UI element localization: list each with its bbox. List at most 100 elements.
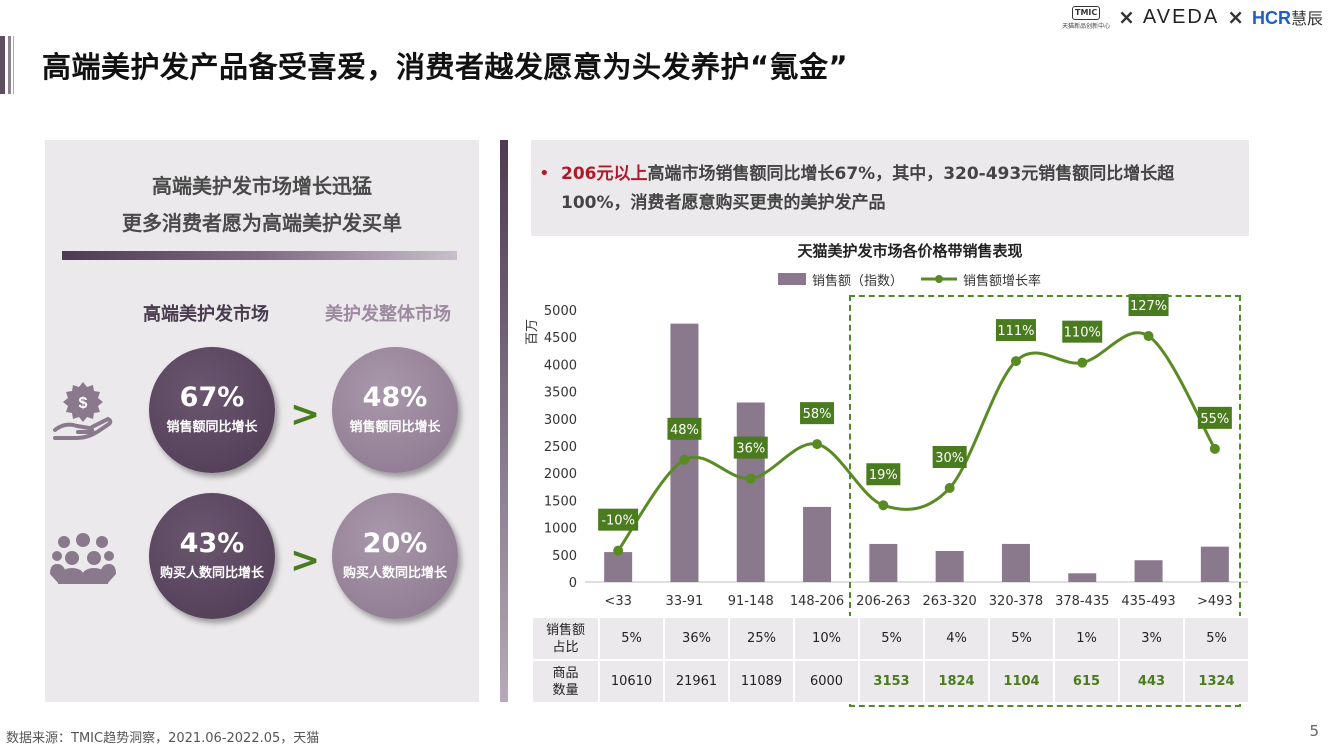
overall-sales-growth-label: 销售额同比增长	[349, 420, 441, 435]
growth-rate-line	[616, 331, 1217, 552]
growth-data-label: -10%	[601, 514, 635, 529]
growth-label-box	[1197, 406, 1232, 429]
page-title: 高端美护发产品备受喜爱，消费者越发愿意为头发养护“氪金”	[42, 50, 849, 84]
high-end-buyer-growth-label: 购买人数同比增长	[159, 566, 264, 581]
legend-bar-swatch	[778, 273, 806, 285]
table-cell: 11089	[728, 659, 795, 704]
table-cell: 36%	[663, 616, 730, 661]
high-end-sales-growth-circle: 67% 销售额同比增长	[149, 347, 275, 473]
growth-label-box	[932, 446, 967, 468]
table-cell: 5%	[858, 616, 925, 661]
tmic-logo: TMIC 天猫新品创新中心	[1062, 6, 1111, 30]
y-tick-label: 3000	[544, 413, 577, 428]
table-cell: 1%	[1053, 616, 1120, 661]
legend-line-swatch	[921, 275, 958, 283]
headline-line-1: 高端美护发市场增长迅猛	[152, 174, 372, 198]
greater-than-sign: >	[290, 394, 321, 435]
bar-91-148	[736, 402, 765, 582]
data-table: 销售额 占比 5% 36% 25% 10% 5% 4% 5% 1% 3% 5% 商…	[531, 616, 1250, 704]
x-tick-label: 435-493	[1121, 594, 1175, 609]
insight-highlight: 206元以上	[561, 164, 648, 184]
bar-206-263	[869, 543, 898, 582]
legend-bar-label: 销售额（指数）	[812, 273, 904, 289]
high-end-buyer-growth-value: 43%	[179, 528, 245, 559]
growth-point-206-263	[878, 500, 889, 511]
growth-data-label: 19%	[869, 468, 898, 483]
growth-label-box	[598, 508, 639, 531]
x-tick-label: 263-320	[922, 594, 976, 609]
headline-line-2: 更多消费者愿为高端美护发买单	[122, 211, 402, 235]
high-end-buyer-growth-circle: 43% 购买人数同比增长	[149, 493, 275, 619]
y-tick-label: 4500	[544, 331, 577, 346]
table-cell: 1104	[988, 659, 1055, 704]
bar-378-435	[1068, 573, 1097, 582]
y-tick-label: 4000	[544, 358, 577, 373]
growth-point-263-320	[944, 483, 955, 493]
table-cell: 443	[1118, 659, 1185, 704]
gradient-divider	[62, 251, 457, 260]
overall-market-label: 美护发整体市场	[325, 304, 451, 325]
overall-sales-growth-circle: 48% 销售额同比增长	[332, 347, 458, 473]
table-cell: 25%	[728, 616, 795, 661]
dollar-hand-icon: $	[53, 382, 113, 440]
partner-logos: TMIC 天猫新品创新中心 × AVEDA × HCR慧辰	[1062, 4, 1323, 30]
overall-buyer-growth-label: 购买人数同比增长	[342, 566, 447, 581]
x-tick-label: 33-91	[666, 594, 704, 609]
growth-point-435-493	[1143, 331, 1154, 342]
growth-label-box	[866, 463, 901, 486]
growth-label-box	[667, 417, 702, 440]
growth-point-148-206	[812, 439, 823, 450]
table-row-count: 商品 数量 10610 21961 11089 6000 3153 1824 11…	[531, 659, 1250, 704]
y-tick-label: 3500	[544, 386, 577, 401]
high-end-highlight-box	[849, 295, 1241, 707]
overall-buyer-growth-value: 20%	[362, 528, 428, 559]
times-icon: ×	[1227, 5, 1244, 29]
bar-320-378	[1001, 543, 1030, 582]
growth-point->493	[1209, 443, 1220, 454]
high-end-sales-growth-label: 销售额同比增长	[166, 420, 258, 435]
growth-data-label: 48%	[670, 423, 699, 438]
growth-point-<33	[613, 545, 624, 556]
y-axis-label: 百万	[525, 319, 540, 345]
bullet-icon: •	[539, 163, 550, 184]
growth-data-label: 30%	[935, 451, 964, 466]
panel-headline: 高端美护发市场增长迅猛 更多消费者愿为高端美护发买单	[45, 168, 479, 242]
growth-label-box	[1128, 294, 1169, 317]
data-source: 数据来源：TMIC趋势洞察，2021.06-2022.05，天猫	[6, 731, 320, 746]
greater-than-sign: >	[290, 540, 321, 581]
bar->493	[1200, 546, 1229, 582]
x-tick-label: <33	[604, 594, 631, 609]
y-tick-label: 2000	[544, 467, 577, 482]
y-tick-label: 0	[569, 576, 577, 591]
y-tick-label: 1500	[544, 494, 577, 509]
table-cell: 1824	[923, 659, 990, 704]
growth-data-label: 127%	[1130, 299, 1167, 314]
table-cell: 5%	[1183, 616, 1250, 661]
bar-435-493	[1134, 560, 1163, 582]
insight-text: 206元以上高端市场销售额同比增长67%，其中，320-493元销售额同比增长超…	[561, 160, 1241, 218]
chart-title: 天猫美护发市场各价格带销售表现	[797, 242, 1023, 260]
overall-buyer-growth-circle: 20% 购买人数同比增长	[332, 493, 458, 619]
table-cell: 615	[1053, 659, 1120, 704]
growth-label-box	[800, 402, 835, 425]
bar-148-206	[803, 506, 832, 582]
growth-point-91-148	[745, 473, 756, 484]
growth-data-label: 111%	[997, 324, 1034, 339]
y-tick-label: 5000	[544, 304, 577, 319]
x-tick-label: 148-206	[790, 594, 844, 609]
row-header-share: 销售额 占比	[531, 616, 600, 661]
page-number: 5	[1309, 722, 1319, 740]
x-tick-label: >493	[1197, 594, 1233, 609]
growth-data-label: 58%	[803, 407, 832, 422]
overall-sales-growth-value: 48%	[362, 382, 428, 413]
growth-point-378-435	[1077, 357, 1088, 368]
high-end-sales-growth-value: 67%	[179, 382, 245, 413]
growth-point-33-91	[679, 454, 690, 465]
market-summary-panel: 高端美护发市场增长迅猛 更多消费者愿为高端美护发买单 高端美护发市场 美护发整体…	[45, 140, 479, 702]
growth-label-box	[995, 319, 1036, 342]
table-cell: 3153	[858, 659, 925, 704]
x-tick-label: 378-435	[1055, 594, 1109, 609]
bar-<33	[604, 552, 633, 582]
svg-text:$: $	[79, 395, 88, 412]
times-icon: ×	[1118, 5, 1135, 29]
